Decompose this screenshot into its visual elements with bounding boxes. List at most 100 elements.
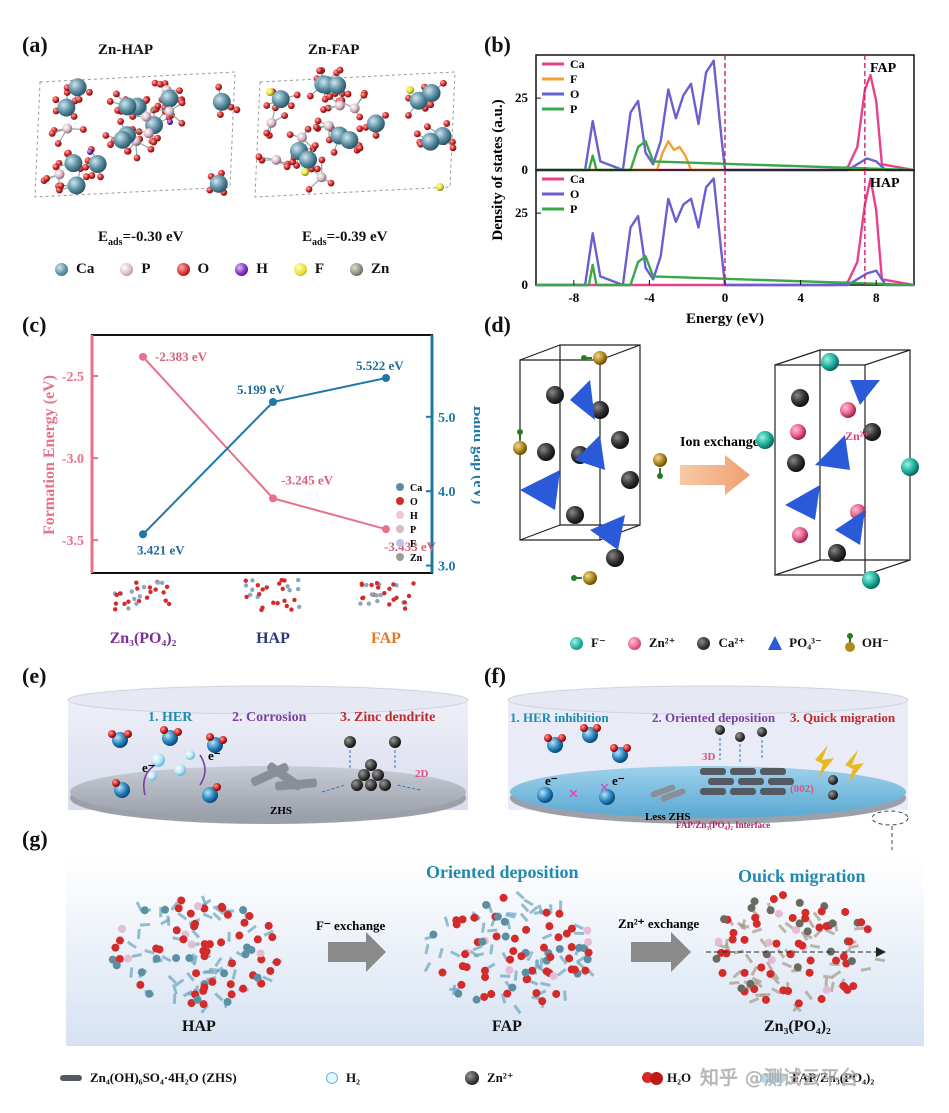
bond bbox=[523, 898, 534, 907]
legend-label: Ca bbox=[570, 57, 585, 71]
panel-e-step-1: 1. HER bbox=[148, 710, 193, 725]
oxygen-atom bbox=[314, 165, 321, 173]
migration-arrow-head bbox=[876, 947, 886, 957]
blocked-x-icon-2: ✕ bbox=[599, 781, 610, 796]
mini-atom bbox=[126, 606, 131, 611]
bond bbox=[829, 981, 835, 993]
mini-atom bbox=[132, 596, 137, 602]
atom bbox=[508, 983, 517, 992]
zn-ball-icon bbox=[350, 263, 364, 276]
atom bbox=[190, 922, 199, 931]
oxygen-atom bbox=[133, 154, 141, 162]
bond bbox=[540, 981, 551, 987]
x-tick-label: -4 bbox=[644, 290, 655, 305]
legend-zn2: Zn²⁺ bbox=[465, 1070, 514, 1086]
phosphorus-atom bbox=[54, 169, 65, 180]
mini-atom bbox=[260, 587, 265, 592]
bond bbox=[487, 928, 498, 933]
panel-f-step-2: 2. Oriented deposition bbox=[652, 710, 776, 725]
bond bbox=[506, 912, 517, 916]
oxygen-atom bbox=[57, 182, 65, 190]
atom bbox=[438, 968, 447, 977]
less-zhs-flakes bbox=[650, 784, 686, 802]
oxygen-atom bbox=[330, 148, 338, 156]
mini-atom bbox=[134, 580, 139, 585]
panel-a-left-eads: Eads=-0.30 eV bbox=[98, 229, 184, 248]
bond bbox=[247, 924, 257, 934]
x-tick-label: -8 bbox=[568, 290, 579, 305]
mini-atom bbox=[289, 607, 294, 612]
oxygen-atom bbox=[281, 112, 289, 120]
legend-interface: FAP/Zn₃(PO₄)₂ bbox=[760, 1070, 874, 1086]
atom bbox=[555, 909, 564, 918]
atom bbox=[220, 969, 229, 978]
oxygen-atom bbox=[86, 88, 93, 96]
atom bbox=[805, 968, 814, 977]
mini-atom bbox=[244, 594, 249, 600]
hydrogen-atom bbox=[87, 149, 93, 155]
atom bbox=[111, 943, 120, 952]
atom bbox=[761, 995, 770, 1004]
atom bbox=[714, 937, 723, 946]
atom bbox=[223, 910, 232, 919]
bond bbox=[131, 953, 143, 958]
fe-point bbox=[269, 398, 277, 407]
panel-b-letter: (b) bbox=[484, 32, 511, 57]
atom bbox=[545, 922, 554, 931]
atom bbox=[798, 941, 807, 950]
calcium-atom bbox=[113, 130, 132, 149]
fe-point bbox=[139, 352, 147, 361]
interface-label: FAP/Zn₃(PO₄)₂ Interface bbox=[676, 820, 770, 830]
mini-atom bbox=[406, 593, 412, 599]
mini-atom bbox=[264, 585, 269, 590]
fe-legend-label: O bbox=[410, 497, 418, 508]
atom bbox=[747, 903, 756, 912]
atom bbox=[832, 956, 841, 965]
fe-legend-label: H bbox=[410, 511, 418, 522]
fe-legend-label: P bbox=[410, 525, 416, 536]
atom bbox=[253, 935, 262, 944]
atom bbox=[172, 926, 181, 935]
atom bbox=[517, 952, 526, 961]
calcium-atom bbox=[212, 92, 231, 111]
y-tick-label: 0 bbox=[522, 277, 529, 292]
calcium-atom bbox=[88, 155, 107, 174]
atom bbox=[583, 926, 592, 935]
watermark: 知乎 @测试云平台 bbox=[700, 1067, 859, 1089]
mini-atom bbox=[164, 584, 170, 590]
atom bbox=[584, 948, 593, 957]
fap-crystal bbox=[423, 890, 595, 1015]
fe-legend-label: Zn bbox=[410, 553, 423, 564]
atom bbox=[115, 954, 124, 963]
legend-o: O bbox=[176, 261, 209, 278]
atom bbox=[193, 902, 202, 911]
atom bbox=[740, 968, 749, 977]
subplot-annotation: HAP bbox=[870, 176, 900, 191]
atom bbox=[717, 948, 726, 957]
atom bbox=[555, 944, 564, 953]
atom bbox=[108, 955, 117, 964]
atom bbox=[152, 954, 161, 963]
water-molecule-icon bbox=[642, 1071, 663, 1085]
atom bbox=[815, 923, 824, 932]
panel-g-heading-mid: Oriented deposition bbox=[426, 862, 579, 882]
legend-h2o: H₂O bbox=[642, 1070, 691, 1086]
bond bbox=[854, 926, 865, 931]
mini-atom bbox=[159, 580, 165, 586]
atom bbox=[193, 995, 202, 1004]
atom bbox=[843, 985, 852, 994]
atom bbox=[185, 954, 194, 963]
atom bbox=[538, 997, 547, 1006]
mini-atom bbox=[141, 584, 147, 590]
bond bbox=[144, 949, 155, 955]
plane-002-label: (002) bbox=[790, 783, 814, 795]
bond bbox=[209, 967, 220, 972]
atom bbox=[767, 956, 776, 965]
legend-label: P bbox=[570, 202, 577, 216]
oxygen-atom bbox=[176, 87, 183, 95]
bond bbox=[515, 890, 525, 900]
atom bbox=[458, 915, 467, 924]
calcium-atom bbox=[409, 91, 428, 110]
oxygen-atom bbox=[449, 144, 457, 152]
bond bbox=[537, 904, 544, 915]
